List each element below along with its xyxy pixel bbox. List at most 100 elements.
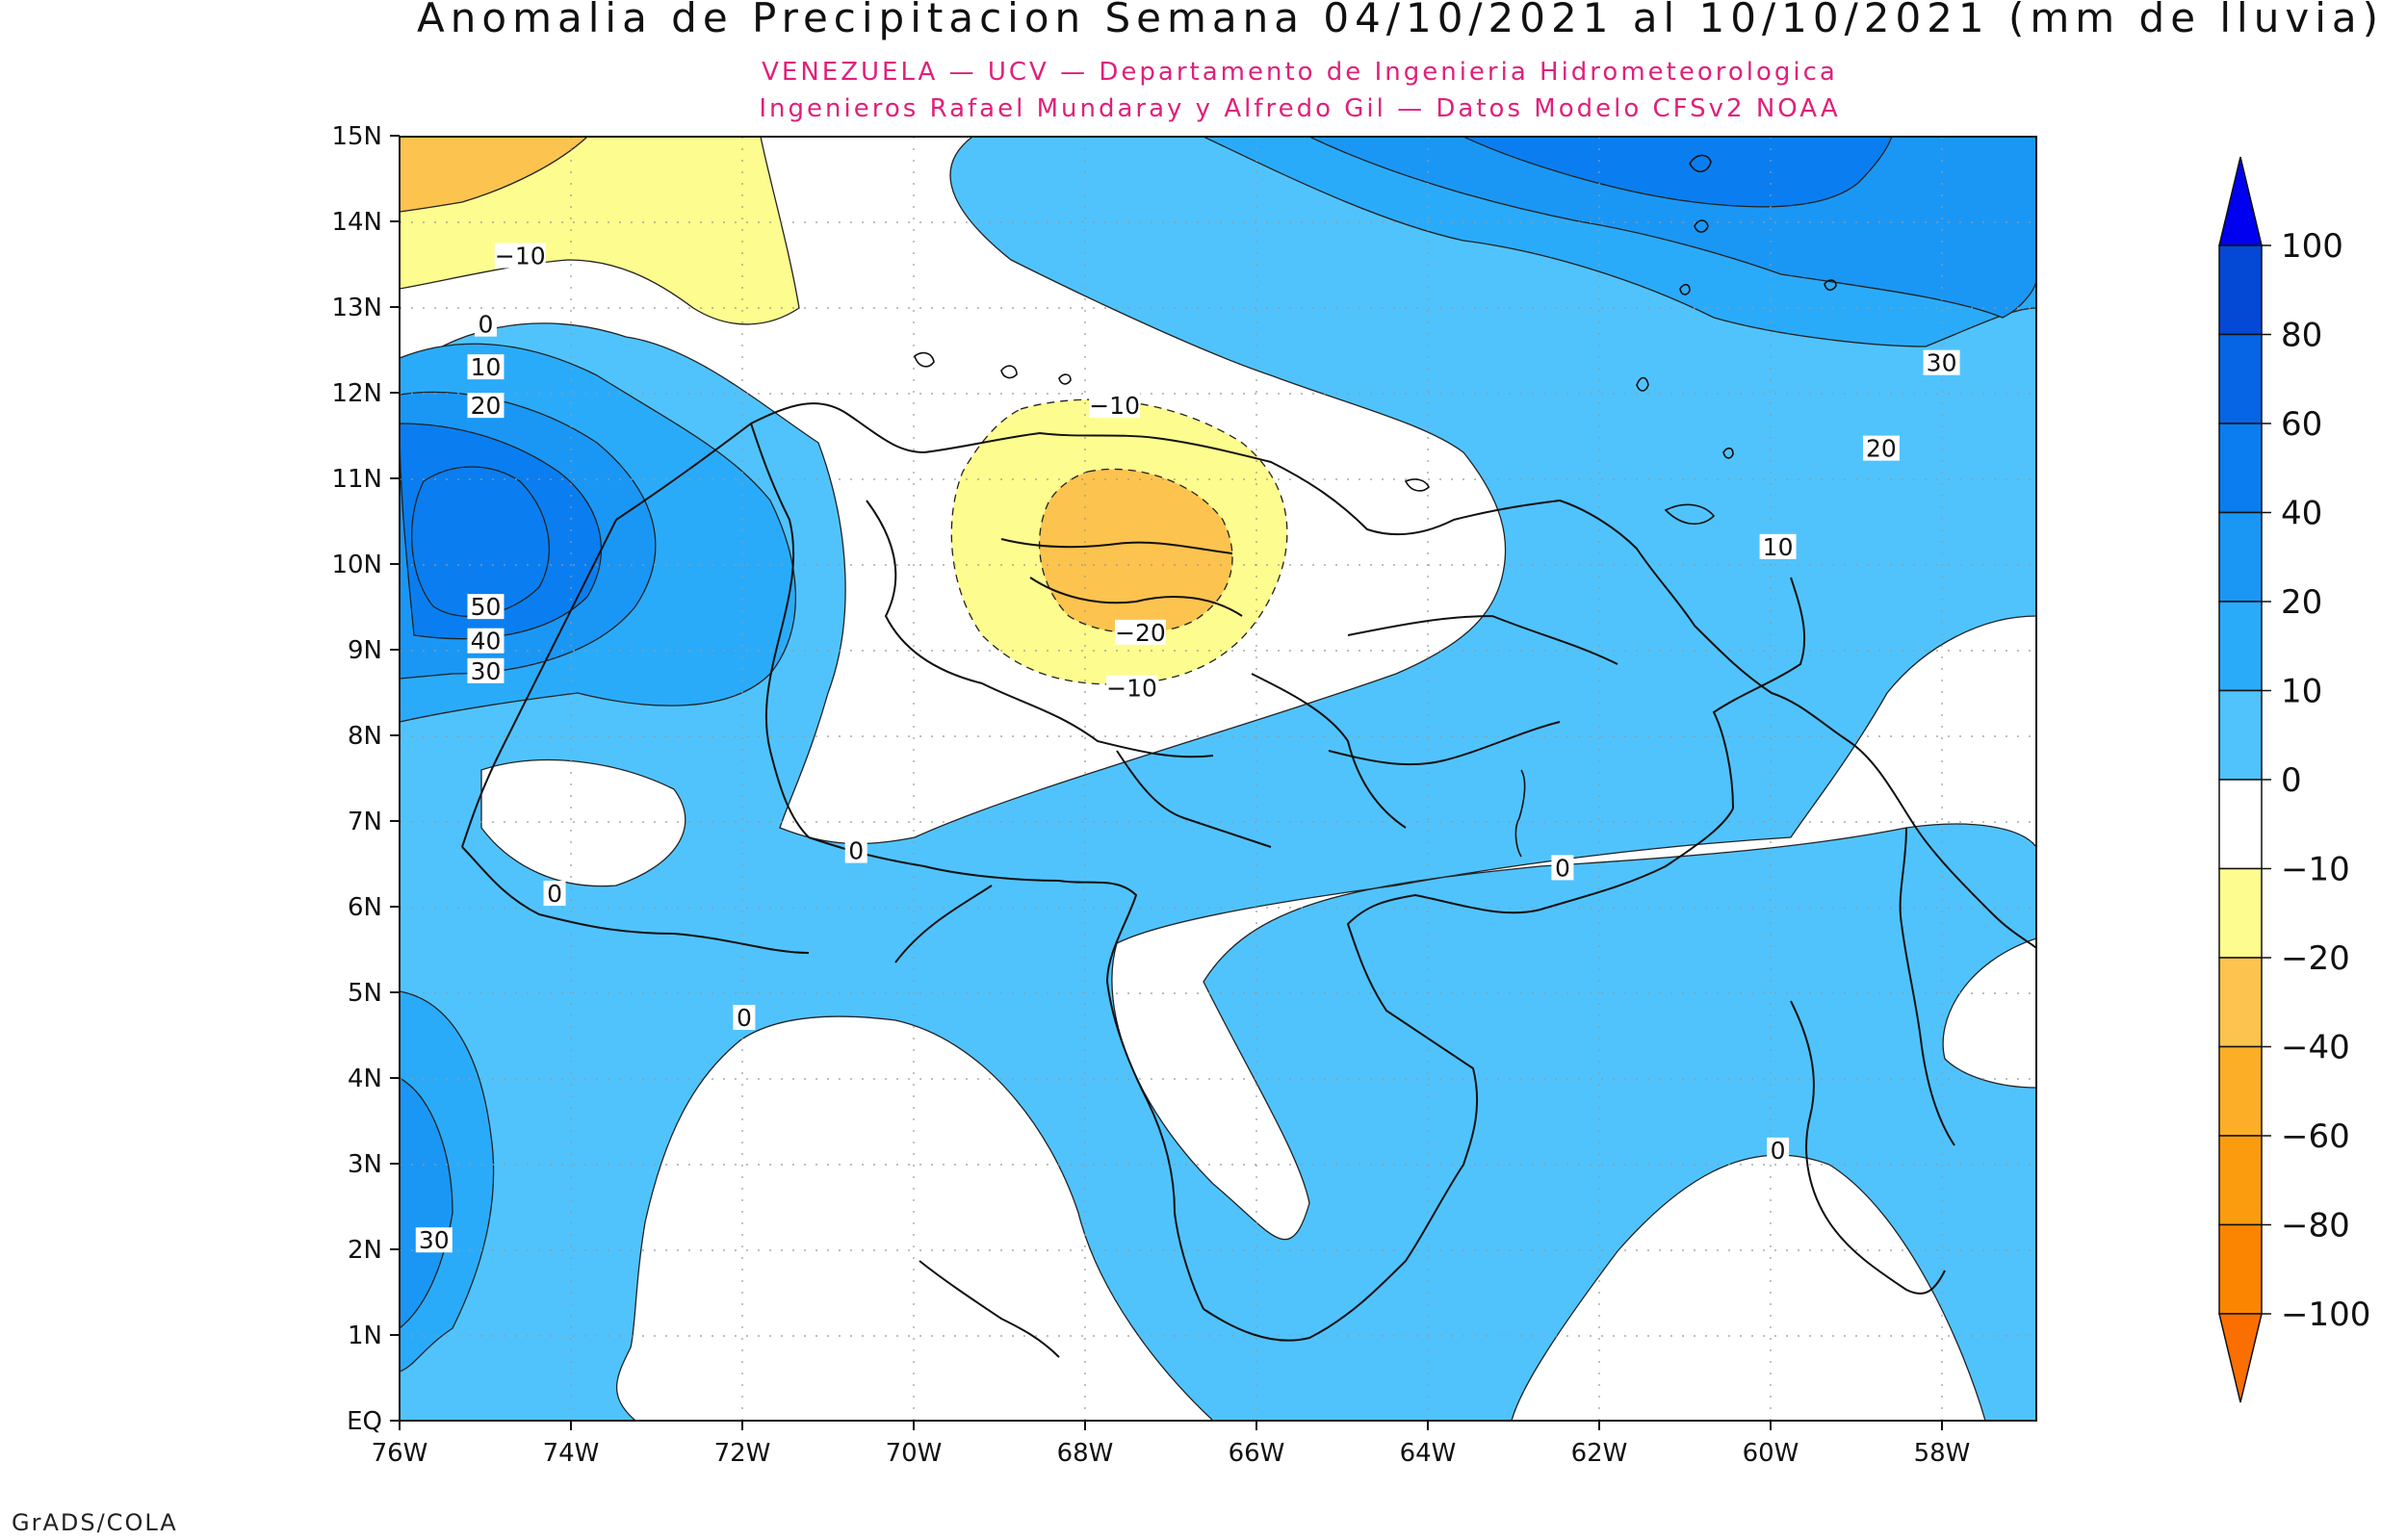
colorbar-segment [2218,867,2263,959]
lat-tick-label: 15N [331,122,382,151]
grads-credit: GrADS/COLA [12,1509,178,1536]
contour-label-bg [474,311,497,337]
lon-tick-label: 58W [1914,1439,1971,1468]
colorbar-segment [2218,689,2263,781]
colorbar-bottom-arrow [2218,1313,2263,1403]
contour-label: 0 [479,311,494,339]
contour-label: −10 [1089,392,1140,420]
lon-tick-label: 68W [1057,1439,1114,1468]
contour-label: −20 [1115,619,1166,647]
lon-tick-label: 72W [714,1439,771,1468]
lat-tick-label: 8N [348,722,382,751]
lat-tick-label: 12N [331,379,382,408]
contour-label-bg [1114,619,1166,645]
colorbar-label: 0 [2281,761,2302,800]
contour-label: 0 [547,880,562,908]
lon-tick-label: 74W [543,1439,600,1468]
contour-label-bg [415,1227,453,1253]
contour-label: 40 [471,628,502,655]
colorbar-segment [2218,244,2263,336]
colorbar-label: −40 [2281,1029,2350,1067]
colorbar-segment [2218,601,2263,692]
contour-label: 30 [471,657,502,685]
lon-tick-label: 70W [886,1439,943,1468]
positive-anomaly-region [400,137,2036,1421]
colorbar-label: −20 [2281,939,2350,978]
colorbar-label: 10 [2281,673,2322,711]
lat-tick-label: 4N [348,1065,382,1093]
lat-tick-label: 2N [348,1236,382,1265]
plot-frame [399,136,2037,1422]
contour-label-bg [467,628,505,654]
colorbar-label: 60 [2281,405,2322,444]
lon-tick-label: 66W [1229,1439,1285,1468]
contour-label-bg [1767,1137,1790,1163]
colorbar-segment [2218,333,2263,424]
lat-tick-label: 14N [331,208,382,237]
contour-label: 50 [471,593,502,621]
contour-label-bg [467,657,505,683]
colorbar-top-arrow [2218,156,2263,246]
border-venezuela-brazil [1203,808,1734,1342]
country-borders [461,402,2036,1358]
lat-tick-label: 11N [331,465,382,494]
colorbar-label: 40 [2281,495,2322,533]
colorbar-segment [2218,1135,2263,1226]
contour-label-bg [1759,533,1797,559]
contour-label: 0 [737,1004,752,1032]
lat-tick-label: 7N [348,808,382,836]
contour-label-bg [467,393,505,419]
lat-tick-label: 1N [348,1322,382,1350]
contour-label: 10 [1763,533,1794,561]
lat-tick-label: 10N [331,551,382,579]
colorbar-label: 80 [2281,317,2322,355]
contour-label-bg [1862,435,1900,461]
border-guyana [1712,577,1806,809]
contour-label: −10 [1106,675,1157,703]
contour-label: 30 [419,1226,450,1254]
contour-label-bg [844,837,867,863]
graticule [400,137,2036,1421]
contour-label: −10 [495,243,546,270]
contour-label-bg [1551,855,1574,881]
contour-label-bg [1106,675,1158,701]
contour-label: 0 [1771,1137,1786,1165]
lon-tick-label: 76W [372,1439,428,1468]
coastline-caribbean [615,402,2036,949]
subtitle-authors: Ingenieros Rafael Mundaray y Alfredo Gil… [759,94,1841,123]
lat-tick-label: 6N [348,893,382,922]
colorbar-label: −80 [2281,1207,2350,1245]
contour-label: 20 [1866,435,1897,463]
lon-tick-label: 64W [1400,1439,1457,1468]
contour-label-bg [733,1005,756,1031]
contour-label-bg [494,243,546,269]
contour-label-bg [1089,393,1141,419]
colorbar-segment [2218,779,2263,870]
colorbar-segment [2218,423,2263,514]
lat-tick-label: 13N [331,294,382,322]
border-colombia-venezuela [750,423,1204,1310]
colorbar-segment [2218,957,2263,1048]
lon-tick-label: 60W [1743,1439,1799,1468]
contour-label-bg [1923,349,1960,375]
subtitle-institution: VENEZUELA — UCV — Departamento de Ingeni… [762,58,1838,87]
lat-tick-label: 5N [348,979,382,1008]
field-shading [400,137,2036,1421]
colorbar-label: 100 [2281,227,2343,266]
contour-label: 30 [1927,349,1957,377]
colorbar-segment [2218,1223,2263,1315]
lon-tick-label: 62W [1571,1439,1628,1468]
colorbar-label: −100 [2281,1296,2370,1334]
colorbar-segment [2218,511,2263,603]
colorbar-segment [2218,1045,2263,1137]
contour-label: 0 [848,837,864,865]
islands [914,154,1837,858]
lat-tick-label: 3N [348,1150,382,1179]
contour-label-bg [467,594,505,620]
colorbar-label: −10 [2281,851,2350,889]
colorbar-label: 20 [2281,583,2322,622]
contour-label-bg [467,354,505,380]
